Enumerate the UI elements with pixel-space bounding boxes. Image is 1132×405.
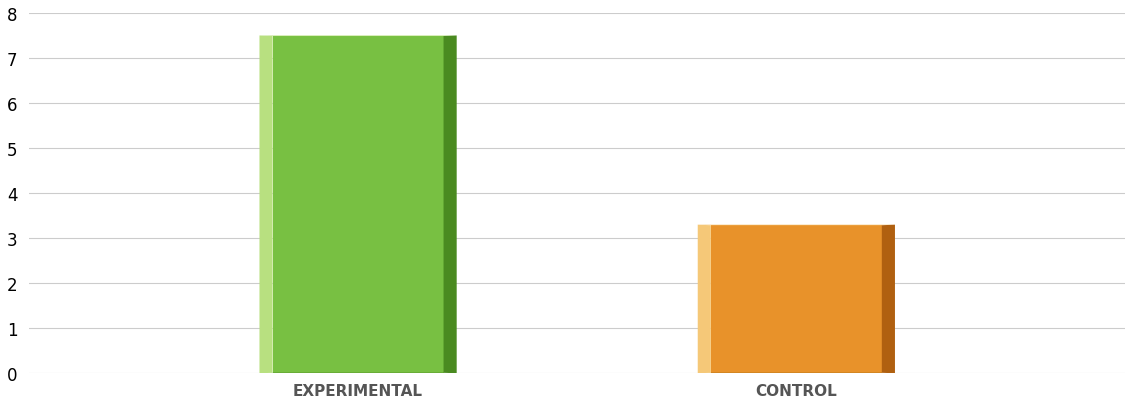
Polygon shape [882,225,895,373]
Polygon shape [444,36,456,37]
Polygon shape [697,225,895,226]
Polygon shape [444,36,456,373]
Polygon shape [697,225,711,226]
Polygon shape [273,37,444,373]
Polygon shape [697,225,711,373]
Polygon shape [259,36,273,373]
Polygon shape [259,36,456,37]
Polygon shape [882,225,895,226]
Polygon shape [259,36,273,37]
Polygon shape [711,226,882,373]
